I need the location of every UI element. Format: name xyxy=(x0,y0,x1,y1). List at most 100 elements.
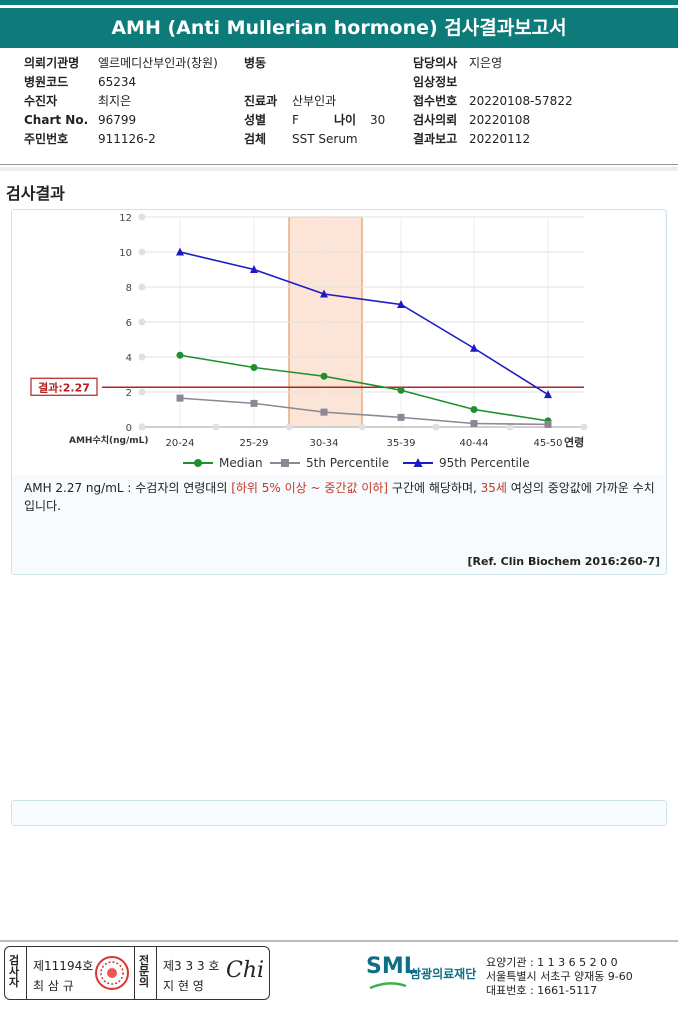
legend-marker-0 xyxy=(194,459,202,467)
y-tick-label: 12 xyxy=(119,213,132,224)
point-2 xyxy=(397,300,405,308)
empty-panel xyxy=(11,800,667,826)
footer-divider xyxy=(0,940,678,942)
axis-dot xyxy=(212,423,220,431)
point-2 xyxy=(544,390,552,399)
sex-label: 성별 xyxy=(244,113,267,127)
axis-dot xyxy=(580,423,588,431)
doctor-value: 지은영 xyxy=(469,56,503,70)
x-axis-label: 연령 xyxy=(564,435,584,449)
institution-label: 의뢰기관명 xyxy=(24,56,80,70)
axis-dot xyxy=(432,423,440,431)
point-0 xyxy=(250,364,258,371)
doctor-label: 담당의사 xyxy=(413,56,458,70)
y-tick-label: 6 xyxy=(126,318,132,329)
result-note: AMH 2.27 ng/mL : 수검자의 연령대의 [하위 5% 이상 ~ 중… xyxy=(24,479,664,515)
receipt-label: 접수번호 xyxy=(413,94,458,108)
point-2 xyxy=(470,343,478,352)
logo-swoosh-icon xyxy=(369,982,407,990)
x-tick-label: 20-24 xyxy=(165,438,194,449)
age-value: 30 xyxy=(370,113,386,127)
result-label: 결과:2.27 xyxy=(38,380,90,394)
note-text-1: AMH 2.27 ng/mL : 수검자의 연령대의 xyxy=(24,481,232,495)
dept-value: 산부인과 xyxy=(292,94,337,108)
x-tick-label: 30-34 xyxy=(309,438,338,449)
section-title: 검사결과 xyxy=(6,184,65,203)
grid-dot xyxy=(138,213,146,221)
series-line-0 xyxy=(179,354,549,422)
y-tick-label: 2 xyxy=(126,388,132,399)
patient-value: 최지은 xyxy=(98,94,132,108)
x-tick-label: 25-29 xyxy=(239,438,268,449)
id-label: 주민번호 xyxy=(24,132,69,146)
point-2 xyxy=(320,289,328,298)
grid-dot xyxy=(138,248,146,256)
amh-chart: 0 2 4 6 8 10 12 20-24 25-29 30-34 35-39 40-44 45-50 A… xyxy=(30,213,588,470)
patient-label: 수진자 xyxy=(24,94,58,108)
divider-band xyxy=(0,167,678,171)
axis-dot xyxy=(358,423,366,431)
point-1 xyxy=(320,408,328,416)
footer-code: 요양기관 : 1 1 3 6 5 2 0 0 xyxy=(486,956,618,969)
info-col-1: 의뢰기관명 엘르메디산부인과(창원) 병원코드 65234 수진자 최지은 Chart… xyxy=(24,54,218,149)
x-tick-label: 40-44 xyxy=(459,438,488,449)
top-accent-bar xyxy=(0,0,678,5)
series-line-1 xyxy=(179,397,549,426)
point-1 xyxy=(176,394,184,402)
sex-value: F xyxy=(292,113,299,127)
examiner-info: 제11194호 최 삼 규 xyxy=(33,956,93,996)
note-text-2: 구간에 해당하며, xyxy=(388,481,481,495)
point-0 xyxy=(397,386,405,394)
legend-label-2: 95th Percentile xyxy=(439,456,530,470)
y-tick-label: 4 xyxy=(126,353,132,364)
specialist-info: 제3 3 3 호 지 현 영 xyxy=(163,956,219,996)
series-line-2 xyxy=(179,251,549,396)
point-1 xyxy=(544,420,552,428)
examiner-name: 최 삼 규 xyxy=(33,979,74,993)
grid-dot xyxy=(138,353,146,361)
hospital-code-label: 병원코드 xyxy=(24,75,69,89)
report-date-label: 결과보고 xyxy=(413,132,458,146)
y-tick-label: 8 xyxy=(126,283,132,294)
divider xyxy=(0,164,678,165)
org-name: 삼광의료재단 xyxy=(410,967,477,981)
point-1 xyxy=(250,399,258,407)
point-0 xyxy=(320,372,328,380)
y-axis-label: AMH수치(ng/mL) xyxy=(69,434,149,446)
ward-label: 병동 xyxy=(244,56,267,70)
examiner-number: 제11194호 xyxy=(33,959,94,973)
point-2 xyxy=(176,247,184,256)
sml-logo: SML xyxy=(366,954,418,979)
point-0 xyxy=(176,351,184,359)
sign-divider-1 xyxy=(26,946,27,1000)
axis-dot xyxy=(285,423,293,431)
note-text-3: 여성의 중앙값에 가까운 수치입니다. xyxy=(24,481,655,513)
grid-dot xyxy=(138,283,146,291)
red-seal-icon xyxy=(95,956,129,990)
request-value: 20220108 xyxy=(469,113,531,127)
chart-no-label: Chart No. xyxy=(24,113,89,127)
institution-value: 엘르메디산부인과(창원) xyxy=(98,56,218,70)
specimen-label: 검체 xyxy=(244,132,267,146)
info-col-3: 담당의사 지은영 임상정보 접수번호 20220108-57822 검사의뢰 2022… xyxy=(413,54,573,149)
sign-divider-2 xyxy=(134,946,135,1000)
specialist-name: 지 현 영 xyxy=(163,979,204,993)
request-label: 검사의뢰 xyxy=(413,113,458,127)
footer-address: 서울특별시 서초구 양재동 9-60 xyxy=(486,970,633,983)
specimen-value: SST Serum xyxy=(292,132,358,146)
result-label-box xyxy=(30,377,98,396)
note-range: [하위 5% 이상 ~ 중간값 이하] xyxy=(231,481,389,495)
footer-phone: 대표번호 : 1661-5117 xyxy=(486,984,598,997)
footer-info: 요양기관 : 1 1 3 6 5 2 0 0 서울특별시 서초구 양재동 9-6… xyxy=(486,956,633,998)
point-0 xyxy=(470,406,478,413)
info-col-2: 병동 진료과 산부인과 성별 F 나이 30 검체 SST Serum xyxy=(244,54,385,149)
reference-citation: [Ref. Clin Biochem 2016:260-7] xyxy=(467,555,660,568)
report-title: AMH (Anti Mullerian hormone) 검사결과보고서 xyxy=(0,8,678,48)
x-tick-label: 45-50 xyxy=(533,438,562,449)
clinical-label: 임상정보 xyxy=(413,75,458,89)
legend-marker-2 xyxy=(413,458,423,467)
specialist-number: 제3 3 3 호 xyxy=(163,959,220,973)
